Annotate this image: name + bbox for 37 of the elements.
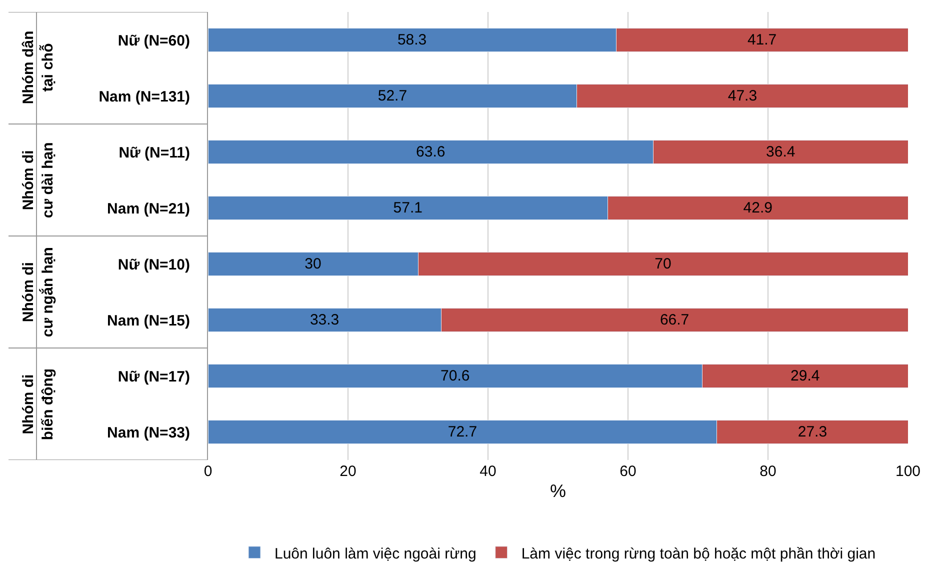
y-tick-label: Nam (N=15) — [107, 312, 190, 330]
y-tick-label: Nam (N=33) — [107, 424, 190, 442]
y-tick-label: Nam (N=21) — [107, 200, 190, 218]
data-label: 52.7 — [378, 88, 408, 104]
data-label: 27.3 — [798, 424, 828, 440]
x-axis-title: % — [550, 481, 566, 502]
data-label: 58.3 — [397, 32, 427, 48]
x-tick-label: 100 — [895, 463, 921, 480]
data-label: 33.3 — [310, 312, 340, 328]
data-label: 70.6 — [440, 368, 470, 384]
data-label: 47.3 — [728, 88, 758, 104]
data-label: 29.4 — [790, 368, 820, 384]
data-label: 72.7 — [448, 424, 478, 440]
data-label: 66.7 — [660, 312, 690, 328]
data-label: 42.9 — [743, 200, 772, 216]
y-tick-label: Nữ (N=17) — [118, 368, 190, 386]
x-tick-label: 60 — [620, 463, 636, 480]
y-tick-label: Nữ (N=11) — [118, 144, 190, 162]
text: Nhóm di biến động — [20, 368, 57, 440]
legend-label: Luôn luôn làm việc ngoài rừng — [274, 545, 476, 562]
text: Nhóm dân tại chỗ — [20, 30, 57, 104]
y-tick-label: Nam (N=131) — [98, 88, 190, 106]
text: Nhóm di cư dài hạn — [20, 142, 57, 218]
legend-label: Làm việc trong rừng toàn bộ hoặc một phần thời gian — [521, 545, 876, 562]
y-tick-label: Nữ (N=10) — [118, 256, 190, 274]
data-label: 63.6 — [416, 144, 446, 160]
data-label: 36.4 — [766, 144, 796, 160]
x-tick-label: 20 — [340, 463, 356, 480]
x-tick-label: 40 — [480, 463, 496, 480]
x-tick-label: 0 — [204, 463, 212, 480]
y-tick-label: Nữ (N=60) — [118, 32, 190, 50]
data-label: 30 — [304, 256, 322, 272]
text: Nhóm di cư ngắn hạn — [20, 247, 57, 338]
data-label: 57.1 — [393, 200, 422, 216]
data-label: 41.7 — [747, 32, 777, 48]
data-label: 70 — [654, 256, 672, 272]
x-tick-label: 80 — [760, 463, 776, 480]
